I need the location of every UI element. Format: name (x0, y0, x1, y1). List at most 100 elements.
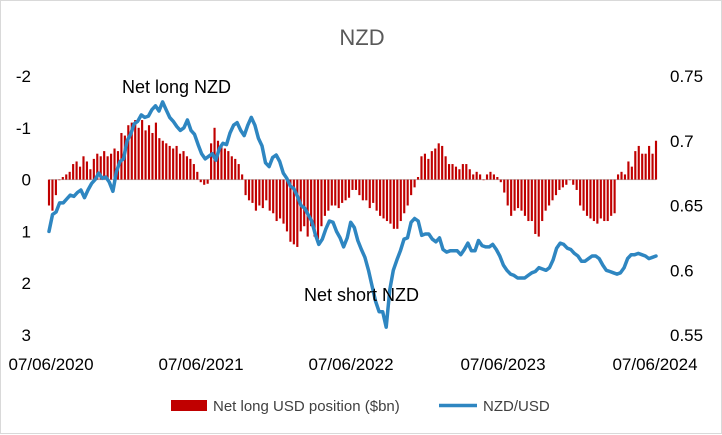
bar (275, 179, 278, 222)
x-tick-label: 07/06/2020 (8, 355, 93, 374)
bar (203, 179, 206, 185)
bar (65, 174, 68, 180)
bar (537, 179, 540, 237)
bar (206, 179, 209, 184)
bar (292, 179, 295, 245)
bar (541, 179, 544, 222)
bar (165, 143, 168, 180)
bar (592, 179, 595, 222)
bar (58, 179, 61, 181)
bar (399, 179, 402, 222)
bar (654, 140, 658, 180)
bar (130, 122, 133, 180)
left-tick-label: 0 (22, 171, 31, 190)
bar (506, 179, 509, 206)
left-axis: -2 -1 0 1 2 3 (16, 67, 31, 345)
left-tick-label: 1 (22, 222, 31, 241)
bar (396, 179, 399, 229)
bar (189, 158, 192, 180)
bar (175, 145, 178, 180)
right-tick-label: 0.75 (670, 67, 703, 86)
bar (265, 179, 268, 201)
left-tick-label: -1 (16, 119, 31, 138)
bar (82, 156, 85, 180)
bar (272, 179, 275, 214)
bar (516, 179, 520, 209)
bar (106, 156, 109, 180)
bar (403, 179, 406, 214)
bar (113, 148, 116, 180)
bar (427, 158, 430, 180)
bar (423, 153, 426, 180)
annotation-net-long: Net long NZD (122, 77, 231, 97)
x-axis: 07/06/2020 07/06/2021 07/06/2022 07/06/2023… (8, 355, 697, 374)
bar (499, 179, 502, 183)
bar (78, 166, 82, 180)
bar (75, 161, 78, 180)
bar (623, 174, 627, 180)
bar (634, 151, 637, 180)
bar (341, 179, 344, 203)
bar (434, 148, 437, 180)
bar (375, 179, 378, 211)
bar (616, 174, 620, 180)
bar (451, 164, 454, 180)
bar (437, 143, 440, 180)
bar (585, 179, 589, 216)
bar (151, 132, 154, 180)
bar (234, 158, 237, 180)
bar (368, 179, 371, 209)
bar (92, 158, 95, 180)
bar (227, 151, 230, 180)
bar (606, 179, 609, 222)
bar (613, 179, 616, 214)
bar (127, 125, 130, 180)
bar (306, 179, 309, 237)
bar (72, 164, 75, 180)
bar (444, 156, 447, 180)
bar (213, 127, 216, 180)
bar (513, 179, 516, 211)
bar (572, 179, 575, 185)
bar (358, 179, 361, 196)
bar (416, 177, 420, 180)
bar (185, 156, 189, 180)
bar (565, 179, 568, 185)
bar (347, 179, 351, 198)
bar (579, 179, 582, 206)
bar (110, 153, 113, 180)
bar (147, 125, 151, 180)
bar (310, 179, 313, 227)
bar (323, 179, 326, 216)
bar (54, 179, 57, 196)
bar (313, 179, 316, 237)
bar (285, 179, 289, 232)
bar (327, 179, 330, 211)
bar (479, 174, 482, 180)
bar (482, 179, 485, 181)
bar (379, 179, 382, 216)
bar (610, 179, 613, 216)
bar (137, 127, 140, 180)
annotation-net-short: Net short NZD (304, 285, 419, 305)
bar (430, 151, 433, 180)
bar (365, 179, 368, 201)
bar (406, 179, 409, 206)
bar (134, 120, 137, 180)
bar (520, 179, 523, 211)
bar (413, 179, 416, 188)
bar (558, 179, 561, 190)
bar (296, 179, 299, 247)
bar (485, 174, 489, 180)
bar (161, 140, 164, 180)
bar (182, 151, 185, 180)
bar (534, 179, 537, 234)
bar (144, 130, 147, 180)
bar (472, 174, 475, 180)
bar (503, 179, 506, 193)
bar (630, 166, 633, 180)
bar (441, 145, 444, 180)
bar (172, 148, 175, 180)
bar (468, 169, 471, 180)
